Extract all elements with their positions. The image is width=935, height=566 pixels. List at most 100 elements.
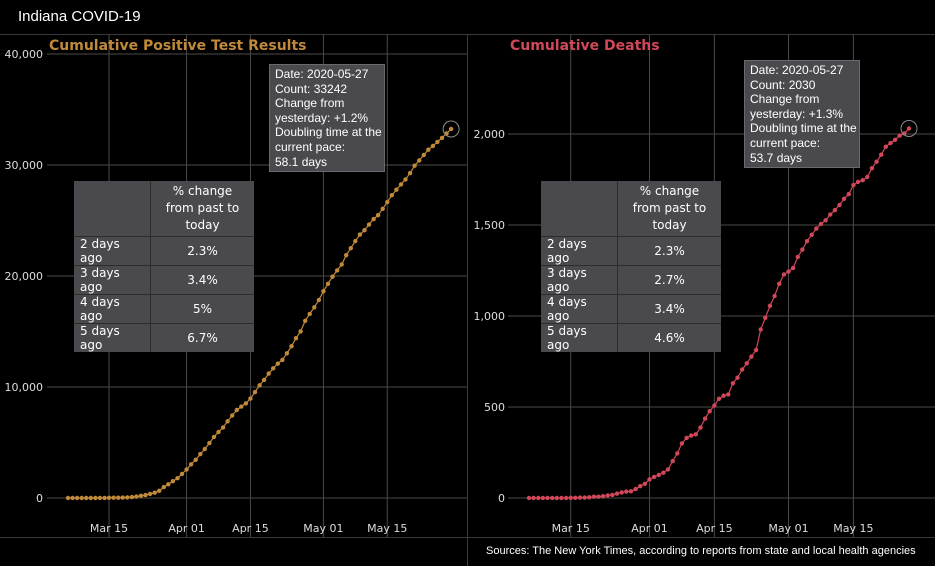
data-point — [357, 232, 363, 237]
data-point — [582, 495, 587, 500]
data-point — [526, 495, 532, 501]
data-point — [116, 495, 121, 500]
table-row: 4 days ago 3.4% — [541, 294, 721, 324]
data-point — [175, 476, 180, 481]
data-point — [280, 357, 285, 363]
data-point — [375, 213, 381, 218]
data-point — [892, 137, 898, 142]
data-point — [624, 489, 629, 494]
data-point — [284, 351, 290, 356]
data-point — [439, 135, 445, 141]
data-point — [421, 152, 426, 158]
table-corner — [541, 181, 618, 237]
row-label: 4 days ago — [541, 294, 618, 324]
data-point — [758, 327, 763, 332]
y-tick-label: 1,000 — [474, 310, 506, 323]
table-row: 5 days ago 6.7% — [74, 323, 254, 352]
data-point — [170, 479, 176, 484]
data-point — [426, 147, 431, 152]
data-point — [325, 281, 331, 286]
row-label: 4 days ago — [74, 294, 151, 324]
y-tick-label: 1,500 — [474, 219, 506, 232]
data-point — [266, 371, 271, 376]
tooltip-line: Change from — [275, 96, 345, 111]
row-label: 2 days ago — [541, 236, 618, 266]
data-point — [675, 451, 680, 456]
sources-note: Sources: The New York Times, according t… — [486, 545, 916, 557]
data-point — [670, 458, 675, 464]
data-point — [138, 493, 144, 498]
data-point — [344, 253, 349, 258]
tooltip-line: yesterday: +1.2% — [275, 110, 369, 125]
data-point — [540, 495, 546, 501]
data-point — [883, 144, 888, 149]
data-point — [605, 493, 610, 498]
data-point — [619, 490, 624, 495]
data-point — [211, 434, 217, 440]
data-point — [312, 305, 317, 310]
data-point — [689, 433, 694, 438]
x-tick-label: May 01 — [768, 522, 808, 535]
y-tick-label: 20,000 — [5, 270, 44, 283]
data-point — [781, 272, 787, 277]
data-point — [120, 495, 125, 500]
tooltip-line: Change from — [750, 92, 820, 107]
data-point — [721, 393, 726, 398]
data-point — [600, 494, 606, 499]
data-point — [371, 216, 376, 222]
y-tick-label: 0 — [36, 492, 43, 505]
data-point — [143, 492, 148, 498]
y-tick-label: 2,000 — [474, 128, 506, 141]
data-point — [906, 126, 912, 131]
x-tick-label: Apr 01 — [631, 522, 668, 535]
row-label: 5 days ago — [541, 323, 618, 352]
x-tick-label: May 15 — [833, 522, 873, 535]
data-point — [855, 179, 861, 185]
row-value: 2.3% — [150, 236, 254, 266]
data-point — [362, 228, 367, 233]
row-value: 3.4% — [617, 294, 721, 324]
data-point — [184, 467, 189, 472]
data-point — [684, 435, 689, 441]
data-point — [380, 206, 385, 211]
data-point — [730, 381, 736, 386]
data-point — [252, 389, 258, 395]
data-point — [679, 441, 685, 446]
y-tick-label: 10,000 — [5, 381, 44, 394]
tooltip-line: Doubling time at the — [750, 121, 857, 136]
y-tick-label: 30,000 — [5, 159, 44, 172]
data-point — [596, 494, 601, 499]
data-point — [707, 409, 712, 414]
data-point — [303, 318, 308, 323]
data-point — [389, 193, 394, 198]
tooltip-line: 53.7 days — [750, 150, 803, 165]
row-value: 6.7% — [150, 323, 254, 352]
data-point — [702, 416, 708, 421]
data-point — [865, 174, 870, 180]
data-point — [289, 344, 294, 349]
data-point — [275, 361, 280, 366]
data-point — [198, 451, 203, 457]
data-point — [851, 182, 856, 188]
data-point — [651, 474, 657, 480]
data-point — [633, 486, 638, 492]
data-point — [129, 494, 135, 500]
data-point — [888, 140, 893, 146]
data-point — [202, 446, 207, 452]
data-point — [879, 152, 884, 157]
data-point — [638, 484, 643, 489]
data-point — [257, 383, 262, 388]
data-point — [790, 265, 796, 271]
x-tick-label: Apr 15 — [696, 522, 733, 535]
data-point — [261, 377, 267, 383]
data-point — [407, 170, 413, 176]
data-point — [809, 232, 814, 237]
app-header: Indiana COVID-19 — [0, 0, 935, 35]
data-point — [591, 494, 597, 499]
tooltip-line: Date: 2020-05-27 — [275, 67, 369, 81]
table-row: 3 days ago 2.7% — [541, 265, 721, 295]
table-row: 4 days ago 5% — [74, 294, 254, 324]
tooltip-line: yesterday: +1.3% — [750, 106, 844, 121]
data-point — [316, 297, 322, 303]
